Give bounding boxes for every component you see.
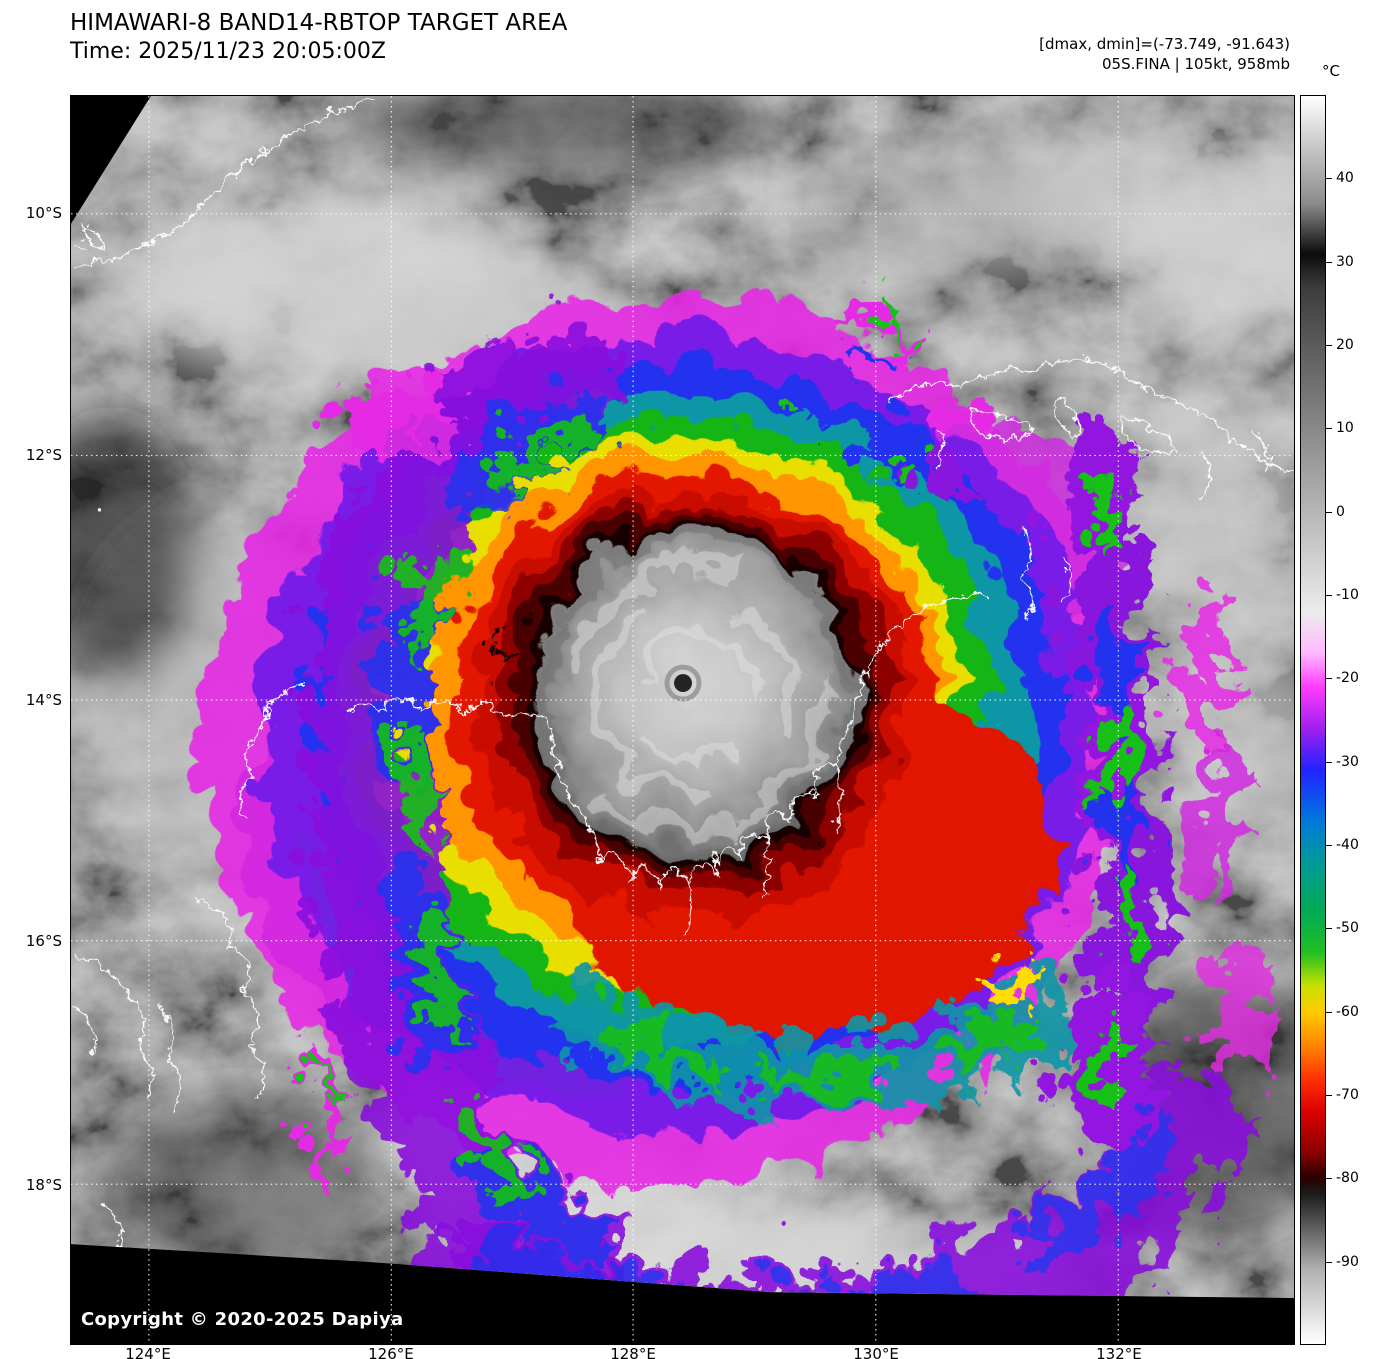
- colorbar-tick-mark: [1326, 761, 1332, 763]
- info-block: [dmax, dmin]=(-73.749, -91.643) 05S.FINA…: [1039, 34, 1290, 74]
- copyright-label: Copyright © 2020-2025 Dapiya: [81, 1309, 404, 1330]
- cdo-spiral-striations: [546, 547, 820, 821]
- colorbar-tick-label: 10: [1336, 420, 1354, 437]
- colorbar-tick-mark: [1326, 1178, 1332, 1180]
- lat-label: 16°S: [25, 932, 62, 950]
- coastlines: [71, 96, 1294, 1250]
- colorbar-tick-label: -30: [1336, 753, 1359, 770]
- colorbar-tick-mark: [1326, 595, 1332, 596]
- colorbar-tick-label: -20: [1336, 670, 1359, 687]
- colorbar-tick-mark: [1326, 511, 1332, 513]
- colorbar-tick-label: -60: [1336, 1003, 1359, 1020]
- gridlines: [71, 96, 1294, 1344]
- colorbar-gradient: [1301, 96, 1325, 1344]
- lon-label: 130°E: [853, 1345, 899, 1359]
- colorbar-tick-mark: [1326, 845, 1332, 846]
- time-label: Time: 2025/11/23 20:05:00Z: [70, 39, 386, 64]
- lat-label: 10°S: [25, 204, 62, 222]
- title-block: HIMAWARI-8 BAND14-RBTOP TARGET AREA Time…: [70, 8, 567, 66]
- eyewall: [664, 664, 702, 702]
- colorbar-tick-label: -10: [1336, 587, 1359, 603]
- colorbar-tick-label: 20: [1336, 337, 1354, 353]
- outer-cloud-patches: [290, 273, 1246, 1175]
- colorbar-tick-mark: [1326, 345, 1332, 346]
- colorbar-tick-label: -90: [1336, 1253, 1359, 1270]
- colorbar-tick-mark: [1326, 428, 1332, 430]
- colorbar-tick-label: 40: [1336, 170, 1354, 187]
- lon-label: 132°E: [1096, 1345, 1142, 1359]
- lat-label: 12°S: [25, 446, 62, 464]
- colorbar-tick-label: -50: [1336, 920, 1359, 937]
- lon-label: 128°E: [610, 1345, 656, 1359]
- colorbar-tick-mark: [1326, 928, 1332, 930]
- colorbar-tick-label: -40: [1336, 837, 1359, 853]
- lat-label: 14°S: [25, 691, 62, 709]
- page-title: HIMAWARI-8 BAND14-RBTOP TARGET AREA: [70, 10, 568, 36]
- colorbar-tick-mark: [1326, 1095, 1332, 1096]
- colorbar-tick-mark: [1326, 178, 1332, 180]
- storm-eye: [674, 674, 692, 693]
- dmax-dmin-label: [dmax, dmin]=(-73.749, -91.643): [1039, 35, 1290, 53]
- lat-label: 18°S: [25, 1176, 62, 1194]
- colorbar-tick-mark: [1326, 1261, 1332, 1263]
- colorbar-tick-label: 30: [1336, 253, 1354, 270]
- colorbar-tick-mark: [1326, 261, 1332, 263]
- storm-info-label: 05S.FINA | 105kt, 958mb: [1102, 55, 1290, 73]
- colorbar-unit-label: °C: [1322, 62, 1340, 80]
- colorbar-tick-mark: [1326, 678, 1332, 680]
- lon-label: 124°E: [125, 1345, 171, 1359]
- colorbar-tick-label: -80: [1336, 1170, 1359, 1187]
- colorbar-tick-label: 0: [1336, 503, 1345, 520]
- satellite-plot: Copyright © 2020-2025 Dapiya: [70, 95, 1295, 1345]
- colorbar-tick-mark: [1326, 1011, 1332, 1013]
- colorbar-tick-label: -70: [1336, 1087, 1359, 1103]
- data-speck: [97, 508, 101, 512]
- lon-label: 126°E: [368, 1345, 414, 1359]
- colorbar: [1300, 95, 1326, 1345]
- satellite-image-svg: [71, 96, 1294, 1344]
